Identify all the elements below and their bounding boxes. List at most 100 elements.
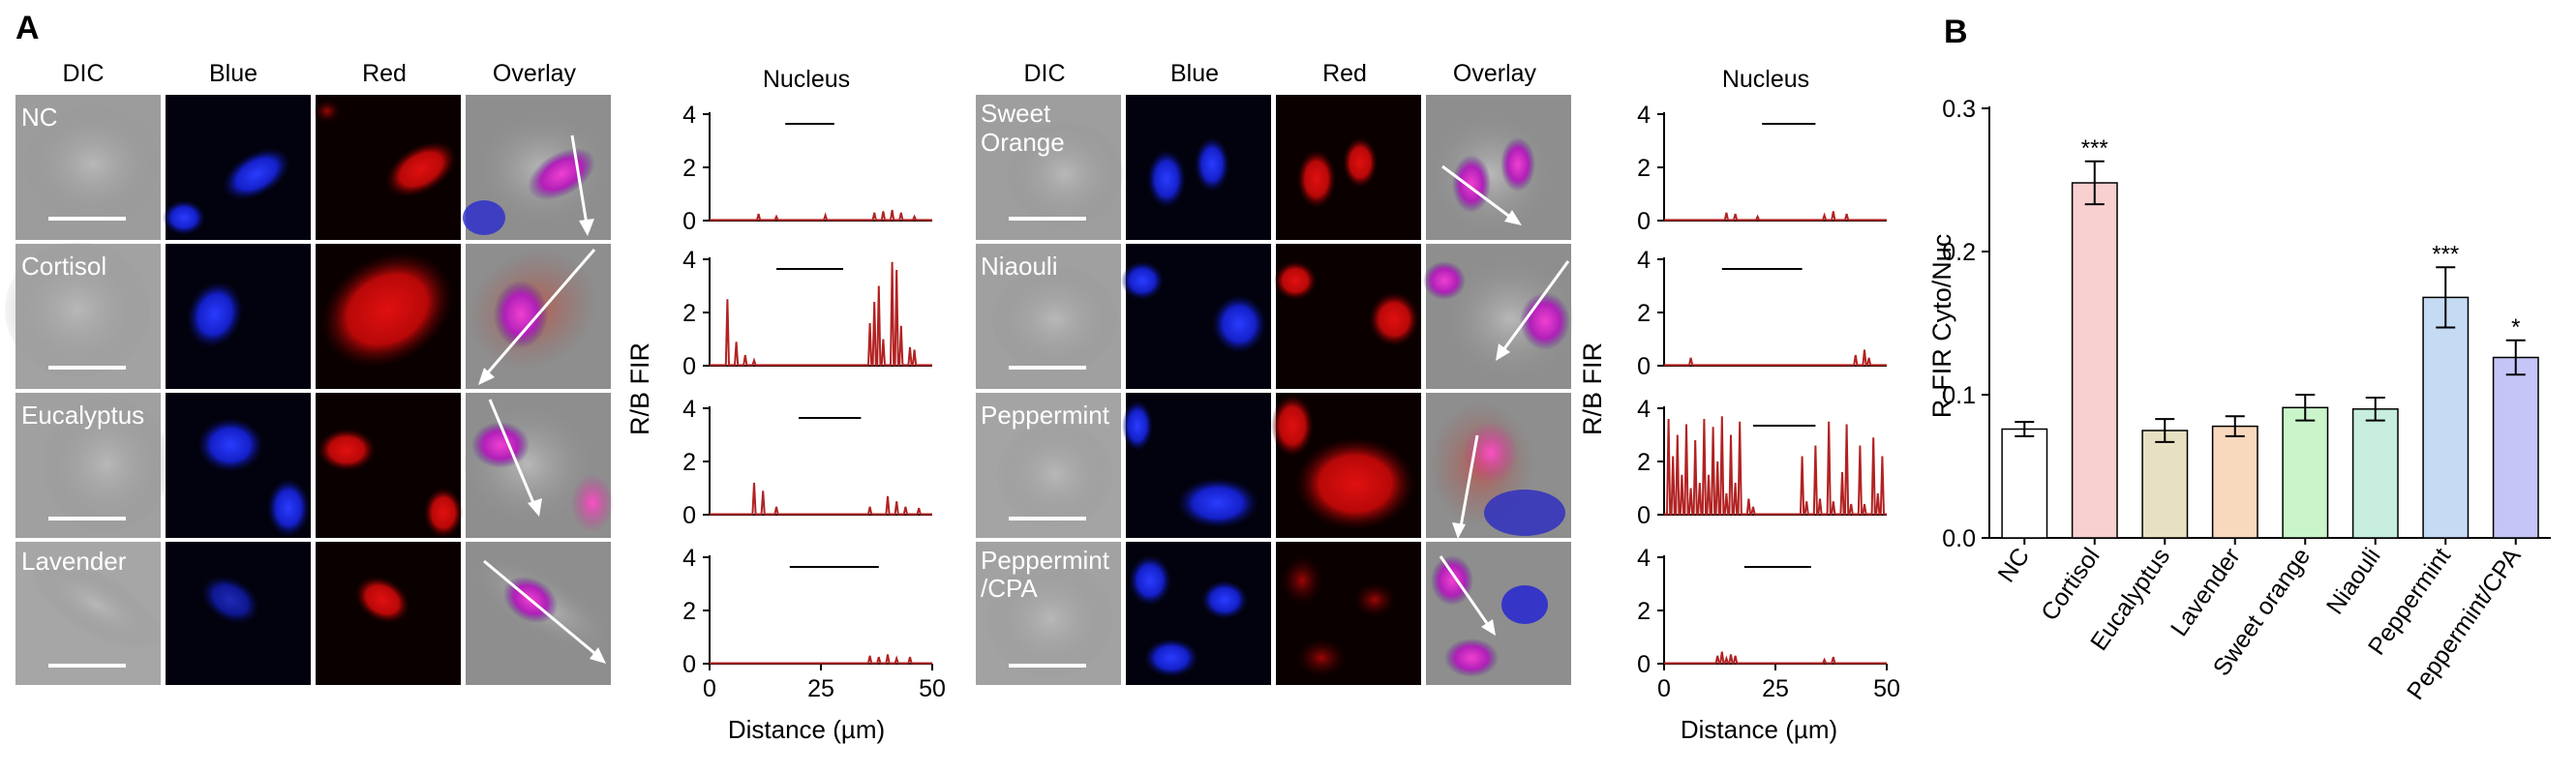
nucleus-blue [197, 418, 263, 472]
nucleus-blue [1195, 137, 1229, 192]
profile-trace [1664, 211, 1887, 222]
micrograph-row-lavender [15, 542, 611, 685]
profile-plot: 4 2 0 [1637, 396, 1887, 529]
bar-chart-category-label: Cortisol [2036, 543, 2106, 625]
profile-y-tick-label: 0 [1637, 208, 1651, 235]
overlay-nucleus [471, 422, 530, 468]
bar [2351, 408, 2399, 539]
dic-cell [997, 421, 1113, 527]
bar-chart-ylabel: R-FIR Cyto/Nuc [1927, 234, 1956, 419]
row-label: Orange [981, 128, 1065, 157]
profile-xlabel: Distance (µm) [728, 715, 885, 744]
bar-chart-y-tick-label: 0.3 [1942, 96, 1976, 123]
overlay-nucleus [1501, 585, 1548, 624]
cell-red [1271, 395, 1314, 457]
micrograph-row-cortisol [5, 242, 611, 389]
bar-chart-category-label: Niaouli [2321, 543, 2386, 619]
overlay-nucleus [1444, 639, 1499, 677]
scale-bars [48, 217, 1086, 668]
micrograph-row-niaouli [976, 244, 1573, 389]
bar-chart-category-label: NC [1993, 543, 2036, 587]
profile-y-tick-label: 0 [682, 502, 696, 529]
dic-cell [32, 560, 162, 649]
column-header-blue: Blue [209, 60, 258, 87]
profile-y-tick-label: 2 [682, 449, 696, 476]
nucleus-blue [187, 281, 243, 348]
column-header-red: Red [1322, 60, 1367, 87]
profile-arrowhead [590, 647, 606, 664]
nucleus-red [318, 429, 376, 471]
profile-arrowhead [579, 219, 594, 236]
nucleus-red [1274, 261, 1317, 300]
profile-arrowhead [528, 498, 542, 517]
nucleus-red [1281, 555, 1323, 606]
profile-y-tick-label: 4 [1637, 102, 1651, 129]
column-header-overlay: Overlay [1453, 60, 1537, 87]
profile-y-tick-label: 0 [1637, 502, 1651, 529]
bar-chart-category-label: Lavender [2166, 543, 2246, 640]
profile-trace [710, 482, 932, 516]
overlay-nucleus [463, 200, 505, 235]
cell-red [320, 252, 454, 368]
profile-arrow [1458, 434, 1479, 533]
profile-y-tick-label: 4 [682, 396, 696, 423]
profile-trace [710, 654, 932, 665]
nucleus-red [424, 488, 463, 538]
profile-x-tick-label: 25 [1762, 675, 1789, 702]
profile-title: Nucleus [1722, 66, 1809, 93]
significance-marker: *** [2081, 135, 2108, 162]
bar [2422, 296, 2470, 539]
nucleus-red [354, 576, 410, 624]
bar [2001, 428, 2048, 539]
profile-plot: 4 2 0 [1637, 247, 1887, 380]
nucleus-red [1343, 137, 1378, 188]
nucleus-red [1296, 639, 1347, 677]
micrograph-row-nc [15, 95, 611, 240]
row-label: Peppermint [981, 401, 1110, 430]
cell-red [1295, 437, 1415, 530]
profile-trace [1664, 416, 1887, 516]
overlay-nucleus [494, 281, 548, 348]
profile-plot: 4 2 00 25 50 [1637, 545, 1900, 702]
nucleus-blue [1201, 580, 1248, 619]
micrograph-row-peppermint [976, 393, 1571, 539]
profile-trace [1664, 651, 1887, 665]
micrograph-row-peppermint-cpa [976, 542, 1571, 685]
row-label: NC [21, 103, 58, 132]
micrograph-grid-left [5, 95, 614, 685]
profile-ylabel: R/B FIR [625, 342, 654, 435]
dic-cell [1007, 121, 1123, 227]
profile-y-tick-label: 0 [682, 208, 696, 235]
profile-title: Nucleus [763, 66, 850, 93]
overlay-nucleus [1452, 155, 1491, 213]
profile-x-tick-label: 50 [1873, 675, 1900, 702]
profile-y-tick-label: 2 [1637, 300, 1651, 327]
dic-cell [5, 242, 150, 377]
row-label: Lavender [21, 547, 127, 576]
profile-x-tick-label: 0 [1657, 675, 1671, 702]
profile-xlabel: Distance (µm) [1681, 715, 1837, 744]
nucleus-blue [163, 200, 205, 235]
overlay-nucleus [1423, 261, 1466, 300]
profile-arrowhead [1504, 210, 1522, 225]
nucleus-blue [1212, 295, 1266, 353]
profile-y-tick-label: 2 [682, 155, 696, 182]
column-header-red: Red [362, 60, 407, 87]
profile-arrowhead [1452, 522, 1466, 539]
nucleus-blue [1121, 261, 1164, 300]
profile-arrowhead [478, 368, 495, 385]
nucleus-blue [1147, 150, 1186, 208]
nucleus-blue [1122, 401, 1153, 451]
row-label: /CPA [981, 574, 1038, 603]
profile-y-tick-label: 4 [682, 545, 696, 572]
profile-y-tick-label: 2 [682, 598, 696, 625]
profile-y-tick-label: 0 [1637, 651, 1651, 678]
bar [2282, 406, 2329, 539]
row-label: Peppermint [981, 546, 1110, 575]
profile-x-tick-label: 0 [703, 675, 716, 702]
profile-y-tick-label: 0 [1637, 353, 1651, 380]
nucleus-blue [1144, 639, 1198, 677]
column-header-overlay: Overlay [493, 60, 577, 87]
overlay-nucleus [528, 148, 595, 200]
